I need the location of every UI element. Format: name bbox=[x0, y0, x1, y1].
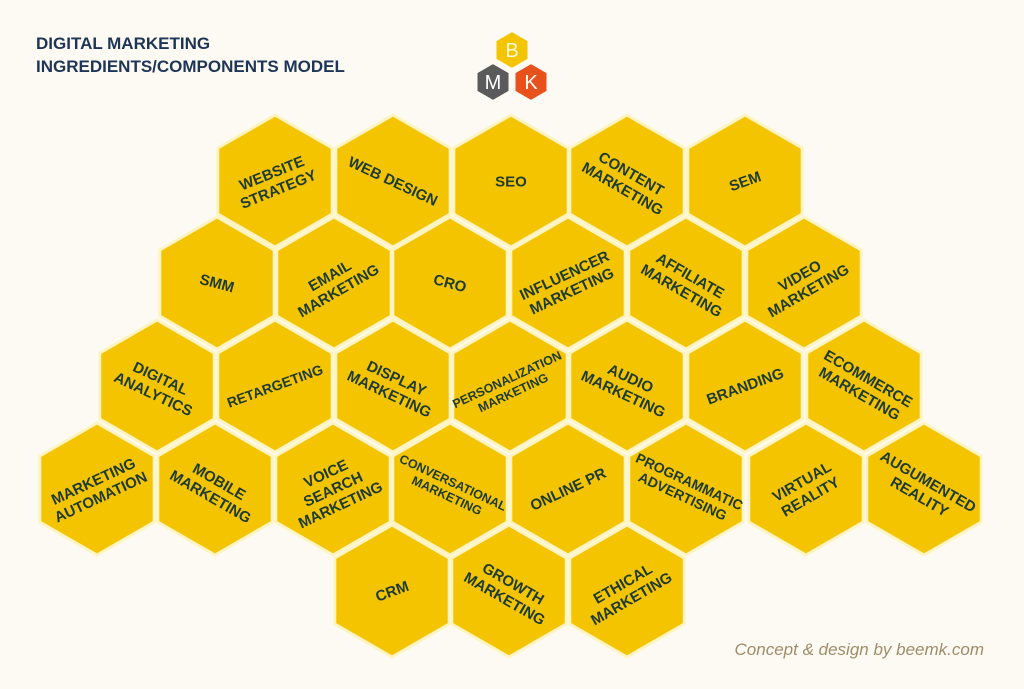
logo-hex bbox=[513, 61, 549, 103]
hex-cell: DISPLAYMARKETING bbox=[334, 318, 452, 454]
hex-label-line: SEO bbox=[495, 173, 527, 190]
hex-cell: MARKETINGAUTOMATION bbox=[38, 421, 156, 557]
hex-cell: EMAILMARKETING bbox=[275, 215, 393, 351]
hex-cell: SEM bbox=[686, 113, 804, 249]
logo-letter: B bbox=[505, 40, 518, 62]
hex-cell: WEBSITESTRATEGY bbox=[216, 113, 334, 249]
hex-cell: ECOMMERCEMARKETING bbox=[805, 318, 923, 454]
hex-shape bbox=[747, 421, 865, 557]
hex-shape bbox=[274, 421, 392, 557]
hex-cell: MOBILEMARKETING bbox=[156, 421, 274, 557]
hex-label: SEO bbox=[495, 173, 527, 190]
hex-cell: SEO bbox=[452, 113, 570, 249]
hex-cell: AUDIOMARKETING bbox=[568, 318, 686, 454]
hex-cell: ONLINE PR bbox=[509, 421, 627, 557]
hex-shape bbox=[216, 318, 334, 454]
bmk-logo: BM K bbox=[475, 29, 549, 103]
hex-shape bbox=[568, 318, 686, 454]
hex-cell: VOICESEARCHMARKETING bbox=[274, 421, 392, 557]
hex-cell: CRO bbox=[391, 215, 509, 351]
title-line-2: INGREDIENTS/COMPONENTS MODEL bbox=[36, 57, 345, 76]
credit-text: Concept & design by beemk.com bbox=[734, 640, 984, 659]
hex-cell: AUGUMENTEDREALITY bbox=[865, 421, 983, 557]
hex-cell: CONVERSATIONALMARKETING bbox=[391, 421, 509, 557]
hex-cell: ETHICALMARKETING bbox=[568, 523, 686, 659]
hex-cell: DIGITALANALYTICS bbox=[98, 318, 216, 454]
hex-shape bbox=[627, 215, 745, 351]
hex-shape bbox=[865, 421, 983, 557]
hex-shape bbox=[333, 523, 451, 659]
hex-shape bbox=[568, 523, 686, 659]
hex-shape bbox=[38, 421, 156, 557]
hex-cell: AFFILIATEMARKETING bbox=[627, 215, 745, 351]
hex-cell: RETARGETING bbox=[216, 318, 334, 454]
logo-hex bbox=[494, 29, 530, 71]
hex-shape bbox=[509, 421, 627, 557]
hex-shape bbox=[509, 215, 627, 351]
title-line-1: DIGITAL MARKETING bbox=[36, 34, 211, 53]
hex-cell: VIRTUALREALITY bbox=[747, 421, 865, 557]
hex-cell: VIDEOMARKETING bbox=[745, 215, 863, 351]
hex-shape bbox=[568, 113, 686, 249]
hex-shape bbox=[627, 421, 745, 557]
hex-shape bbox=[158, 215, 276, 351]
hex-shape bbox=[156, 421, 274, 557]
hex-shape bbox=[334, 318, 452, 454]
hex-shape bbox=[686, 113, 804, 249]
hex-cell: PERSONALIZATIONMARKETING bbox=[450, 318, 569, 454]
hex-cell: PROGRAMMATICADVERTISING bbox=[627, 421, 746, 557]
logo-letter: K bbox=[524, 72, 538, 94]
hex-cell: CRM bbox=[333, 523, 451, 659]
hex-shape bbox=[805, 318, 923, 454]
hex-shape bbox=[275, 215, 393, 351]
hex-shape bbox=[98, 318, 216, 454]
hex-shape bbox=[450, 523, 568, 659]
hex-cell: INFLUENCERMARKETING bbox=[509, 215, 627, 351]
logo-letter: M bbox=[485, 72, 502, 94]
hex-shape bbox=[451, 318, 569, 454]
hex-cell: BRANDING bbox=[686, 318, 804, 454]
hex-shape bbox=[452, 113, 570, 249]
hex-shape bbox=[686, 318, 804, 454]
hex-cell: CONTENTMARKETING bbox=[568, 113, 686, 249]
hex-shape bbox=[334, 113, 452, 249]
logo-hex bbox=[475, 61, 511, 103]
hex-cell: WEB DESIGN bbox=[334, 113, 452, 249]
hex-shape bbox=[391, 421, 509, 557]
hex-shape bbox=[391, 215, 509, 351]
hex-cell: GROWTHMARKETING bbox=[450, 523, 568, 659]
diagram-title: DIGITAL MARKETING INGREDIENTS/COMPONENTS… bbox=[36, 32, 345, 78]
hex-shape bbox=[216, 113, 334, 249]
hex-shape bbox=[745, 215, 863, 351]
hex-cell: SMM bbox=[158, 215, 276, 351]
